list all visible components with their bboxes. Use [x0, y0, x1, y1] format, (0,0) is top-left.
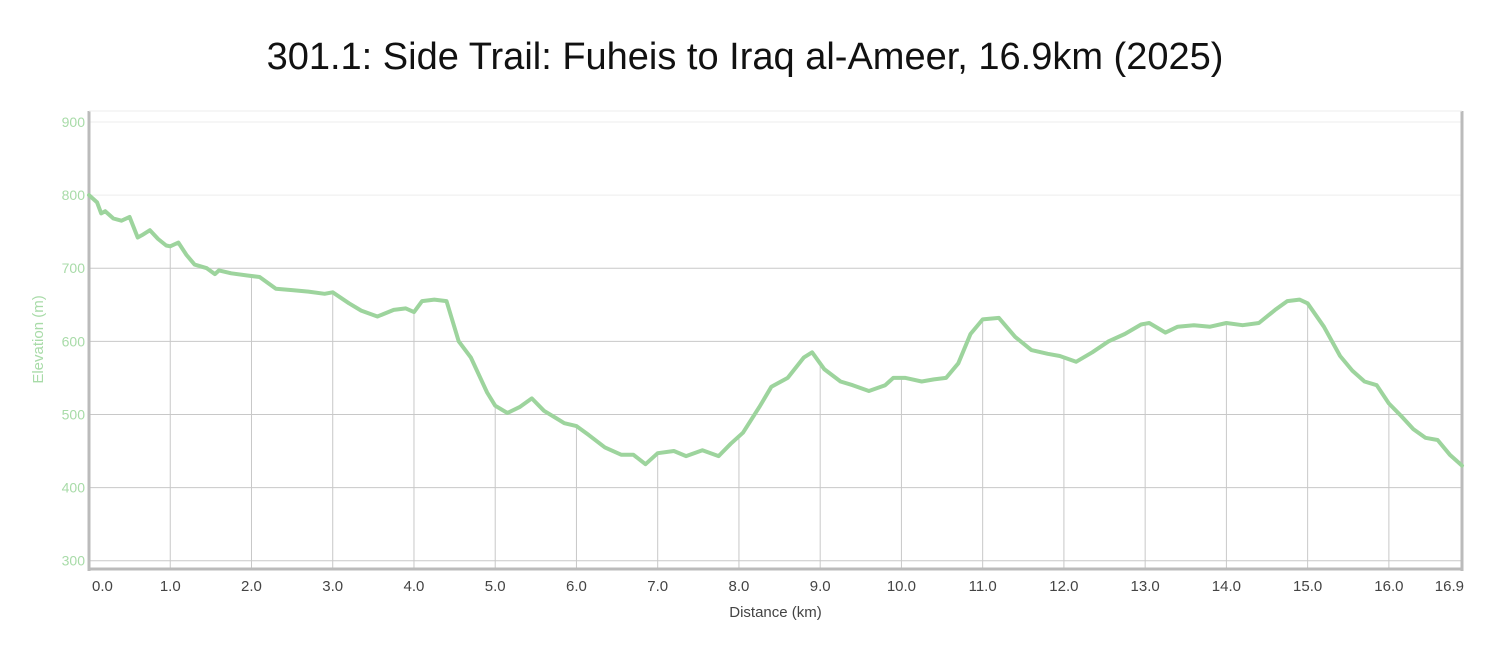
x-tick-label: 0.0	[92, 578, 113, 595]
x-tick-label: 5.0	[485, 578, 506, 595]
y-tick-label: 800	[62, 187, 86, 203]
x-tick-label: 12.0	[1049, 578, 1078, 595]
x-tick-label: 8.0	[729, 578, 750, 595]
x-tick-label: 9.0	[810, 578, 831, 595]
y-tick-label: 300	[62, 553, 86, 569]
y-axis-label: Elevation (m)	[30, 295, 47, 383]
x-tick-label: 14.0	[1212, 578, 1241, 595]
x-tick-label: 16.0	[1374, 578, 1403, 595]
x-ticks: 0.0 1.0 2.0 3.0 4.0 5.0 6.0 7.0 8.0 9.0 10.0 11.0 12…	[92, 578, 1464, 595]
x-tick-label: 15.0	[1293, 578, 1322, 595]
y-tick-label: 500	[62, 406, 86, 422]
x-tick-label: 16.9	[1435, 578, 1464, 595]
grid-layer	[89, 121, 1462, 568]
x-tick-label: 11.0	[969, 578, 997, 595]
x-tick-label: 10.0	[887, 578, 916, 595]
y-tick-label: 900	[62, 114, 86, 130]
x-tick-label: 1.0	[160, 578, 181, 595]
x-tick-label: 2.0	[241, 578, 262, 595]
x-tick-label: 4.0	[404, 578, 425, 595]
axis-layer	[87, 110, 1464, 571]
y-tick-label: 400	[62, 480, 86, 496]
y-tick-label: 600	[62, 333, 86, 349]
x-tick-label: 7.0	[647, 578, 668, 595]
y-ticks: 300 400 500 600 700 800 900	[62, 114, 86, 569]
x-tick-label: 3.0	[322, 578, 343, 595]
chart-title: 301.1: Side Trail: Fuheis to Iraq al-Ame…	[266, 36, 1224, 78]
y-tick-label: 700	[62, 260, 86, 276]
x-tick-label: 13.0	[1131, 578, 1160, 595]
elevation-line	[87, 193, 1464, 468]
x-tick-label: 6.0	[566, 578, 587, 595]
x-axis-label: Distance (km)	[729, 604, 822, 621]
